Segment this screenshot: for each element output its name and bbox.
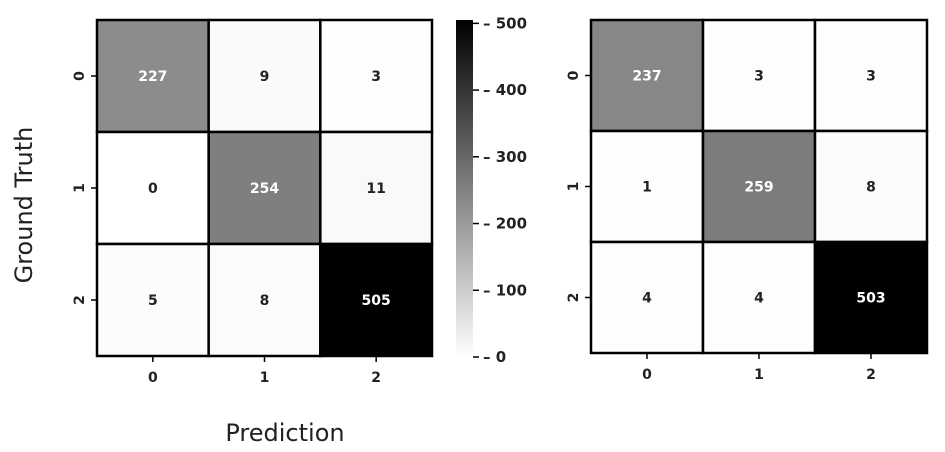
y-tick-label: 2 (566, 293, 582, 303)
heatmap-cell (207, 242, 322, 358)
heatmap-cell (589, 240, 705, 355)
colorbar-ticks: – 0 – 100 – 200 – 300 – 400 – 500 (473, 14, 527, 366)
colorbar-tick-label: – 400 (483, 81, 527, 99)
heatmap-cell (701, 240, 817, 355)
heatmap-cell (813, 129, 929, 244)
heatmap-left: 227 9 3 0 254 11 5 8 505 0 1 2 0 1 2 (72, 18, 434, 386)
colorbar-gradient (456, 20, 473, 357)
cell-value-label: 0 (148, 181, 158, 197)
cell-value-label: 4 (642, 291, 652, 307)
cell-value-label: 505 (362, 293, 391, 309)
x-axis-title: Prediction (225, 419, 344, 447)
x-tick-label: 0 (148, 370, 158, 386)
x-tick-label: 2 (866, 367, 876, 383)
cell-value-label: 8 (260, 293, 270, 309)
y-tick-label: 0 (566, 70, 582, 80)
cell-value-label: 227 (138, 69, 167, 85)
cell-value-label: 5 (148, 293, 158, 309)
cell-value-label: 11 (366, 181, 385, 197)
heatmap-cell (701, 129, 817, 244)
y-tick-label: 1 (566, 182, 582, 192)
y-tick-label: 0 (72, 71, 88, 81)
cell-value-label: 4 (754, 291, 764, 307)
colorbar-tick-label: – 200 (483, 215, 527, 233)
cell-value-label: 1 (642, 180, 652, 196)
heatmap-cell (701, 18, 817, 133)
heatmap-cell (207, 18, 322, 134)
heatmap-cell (813, 18, 929, 133)
colorbar-tick-label: – 300 (483, 148, 527, 166)
y-tick-label: 2 (72, 295, 88, 305)
cell-value-label: 237 (632, 69, 661, 85)
x-tick-label: 1 (260, 370, 270, 386)
heatmap-right: 237 3 3 1 259 8 4 4 503 0 1 2 0 1 2 (566, 18, 929, 383)
cell-value-label: 503 (856, 291, 885, 307)
x-tick-label: 1 (754, 367, 764, 383)
y-axis-title: Ground Truth (10, 127, 38, 284)
cell-value-label: 259 (744, 180, 773, 196)
cell-value-label: 3 (371, 69, 381, 85)
colorbar-tick-label: – 0 (483, 348, 506, 366)
cell-value-label: 3 (754, 69, 764, 85)
cell-value-label: 254 (250, 181, 279, 197)
colorbar: – 0 – 100 – 200 – 300 – 400 – 500 (456, 14, 527, 366)
colorbar-tick-label: – 500 (483, 14, 527, 32)
cell-value-label: 3 (866, 69, 876, 85)
heatmap-cell (319, 130, 434, 246)
heatmap-cell (589, 129, 705, 244)
x-tick-label: 2 (371, 370, 381, 386)
y-tick-label: 1 (72, 183, 88, 193)
heatmap-cell (813, 240, 929, 355)
colorbar-tick-label: – 100 (483, 281, 527, 299)
cell-value-label: 8 (866, 180, 876, 196)
x-tick-label: 0 (642, 367, 652, 383)
cell-value-label: 9 (260, 69, 270, 85)
heatmap-cell (95, 18, 210, 134)
